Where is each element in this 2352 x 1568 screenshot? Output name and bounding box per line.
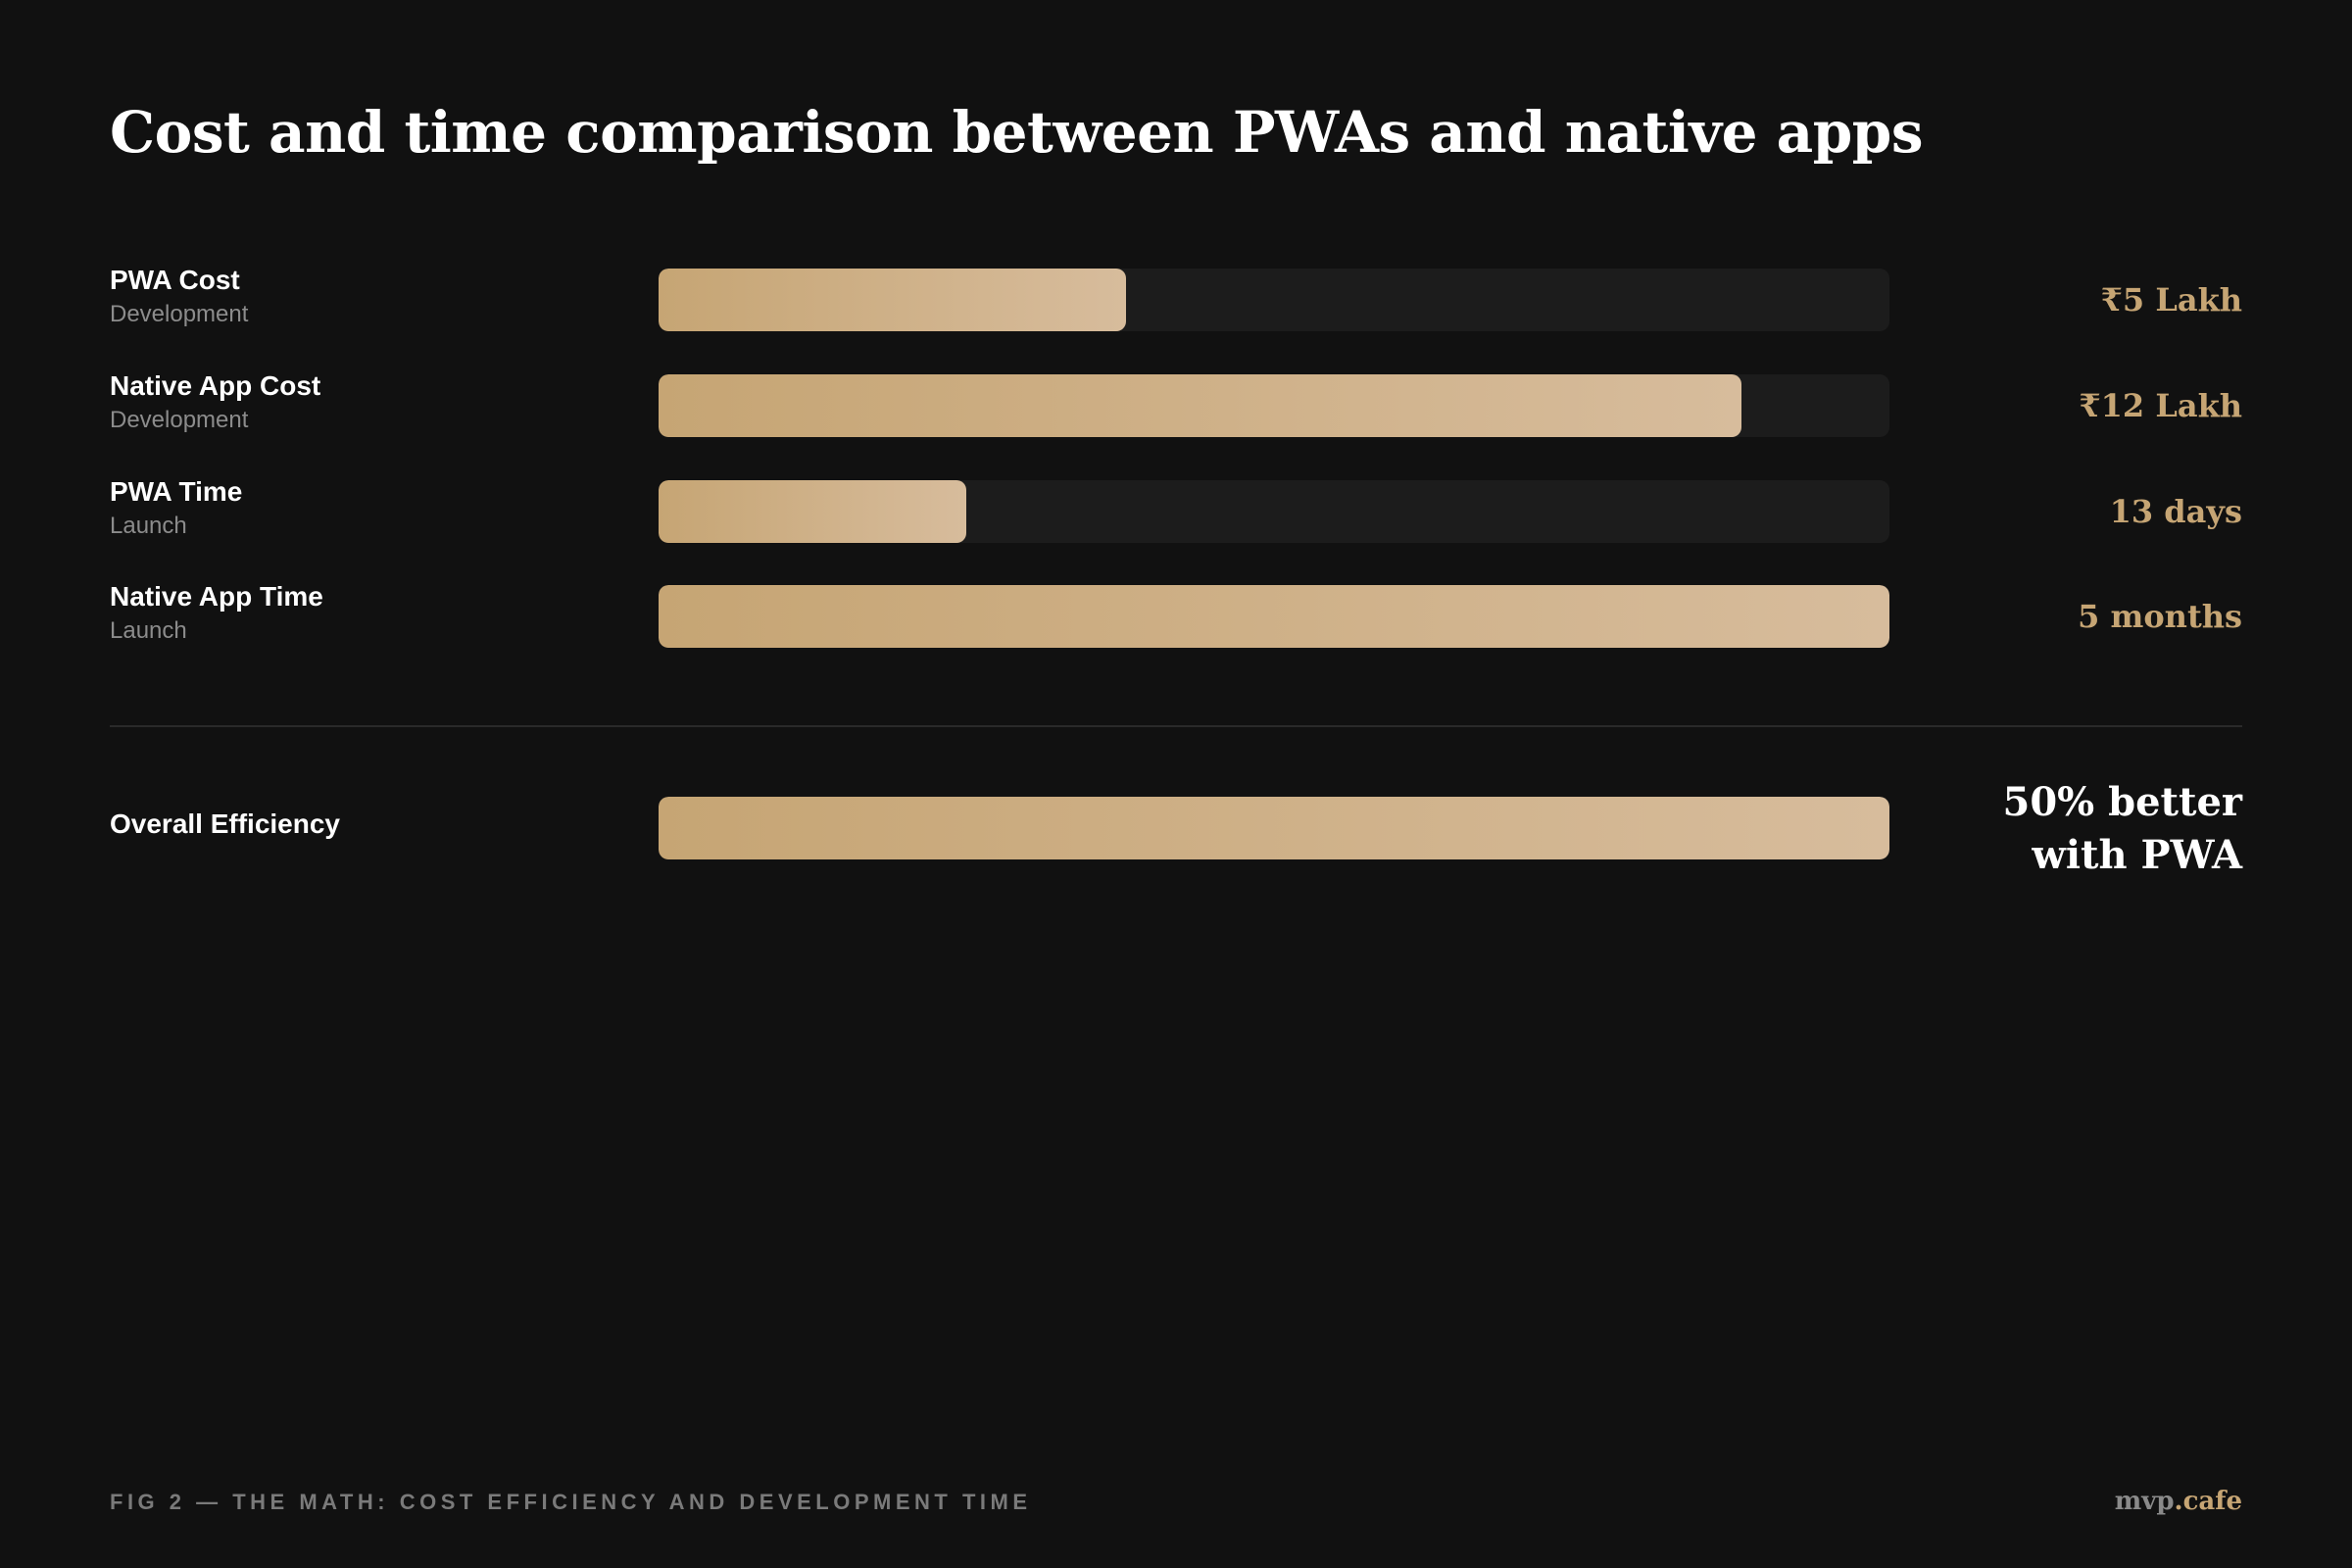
- subcategory-label: Development: [110, 301, 249, 327]
- efficiency-track: [659, 797, 1889, 859]
- bar-label: Native App Cost Development: [110, 368, 619, 437]
- divider: [110, 725, 2242, 727]
- bar-row: PWA Cost Development ₹5 Lakh: [110, 263, 2242, 351]
- brand-logo: mvp.cafe: [2115, 1484, 2242, 1519]
- bar-label: PWA Time Launch: [110, 474, 619, 543]
- efficiency-value: 50% better with PWA: [2002, 779, 2243, 878]
- category-label: Native App Time: [110, 581, 323, 612]
- data-label: ₹5 Lakh: [2100, 281, 2242, 318]
- subcategory-label: Development: [110, 407, 249, 433]
- bar: [659, 480, 966, 543]
- efficiency-bar: [659, 797, 1889, 859]
- brand-name: mvp: [2114, 1487, 2175, 1516]
- bar-track: [659, 374, 1889, 437]
- bar-label: PWA Cost Development: [110, 263, 619, 331]
- bar-track: [659, 480, 1889, 543]
- data-label: 5 months: [2078, 598, 2242, 635]
- bar-track: [659, 585, 1889, 648]
- brand-suffix: .cafe: [2174, 1487, 2242, 1516]
- bar-row: PWA Time Launch 13 days: [110, 474, 2242, 563]
- category-label: PWA Cost: [110, 265, 240, 295]
- bar: [659, 374, 1741, 437]
- bar: [659, 269, 1126, 331]
- subcategory-label: Launch: [110, 513, 187, 539]
- bar-row: Native App Time Launch 5 months: [110, 579, 2242, 667]
- figure-caption: FIG 2 — THE MATH: COST EFFICIENCY AND DE…: [110, 1490, 1032, 1514]
- subcategory-label: Launch: [110, 617, 187, 644]
- chart-title: Cost and time comparison between PWAs an…: [110, 99, 1924, 166]
- category-label: Native App Cost: [110, 370, 321, 401]
- data-label: 13 days: [2109, 493, 2242, 530]
- bar: [659, 585, 1889, 648]
- bar-label: Native App Time Launch: [110, 579, 619, 648]
- efficiency-label: Overall Efficiency: [110, 808, 341, 839]
- bar-track: [659, 269, 1889, 331]
- category-label: PWA Time: [110, 476, 243, 507]
- data-label: ₹12 Lakh: [2079, 387, 2242, 424]
- bar-row: Native App Cost Development ₹12 Lakh: [110, 368, 2242, 457]
